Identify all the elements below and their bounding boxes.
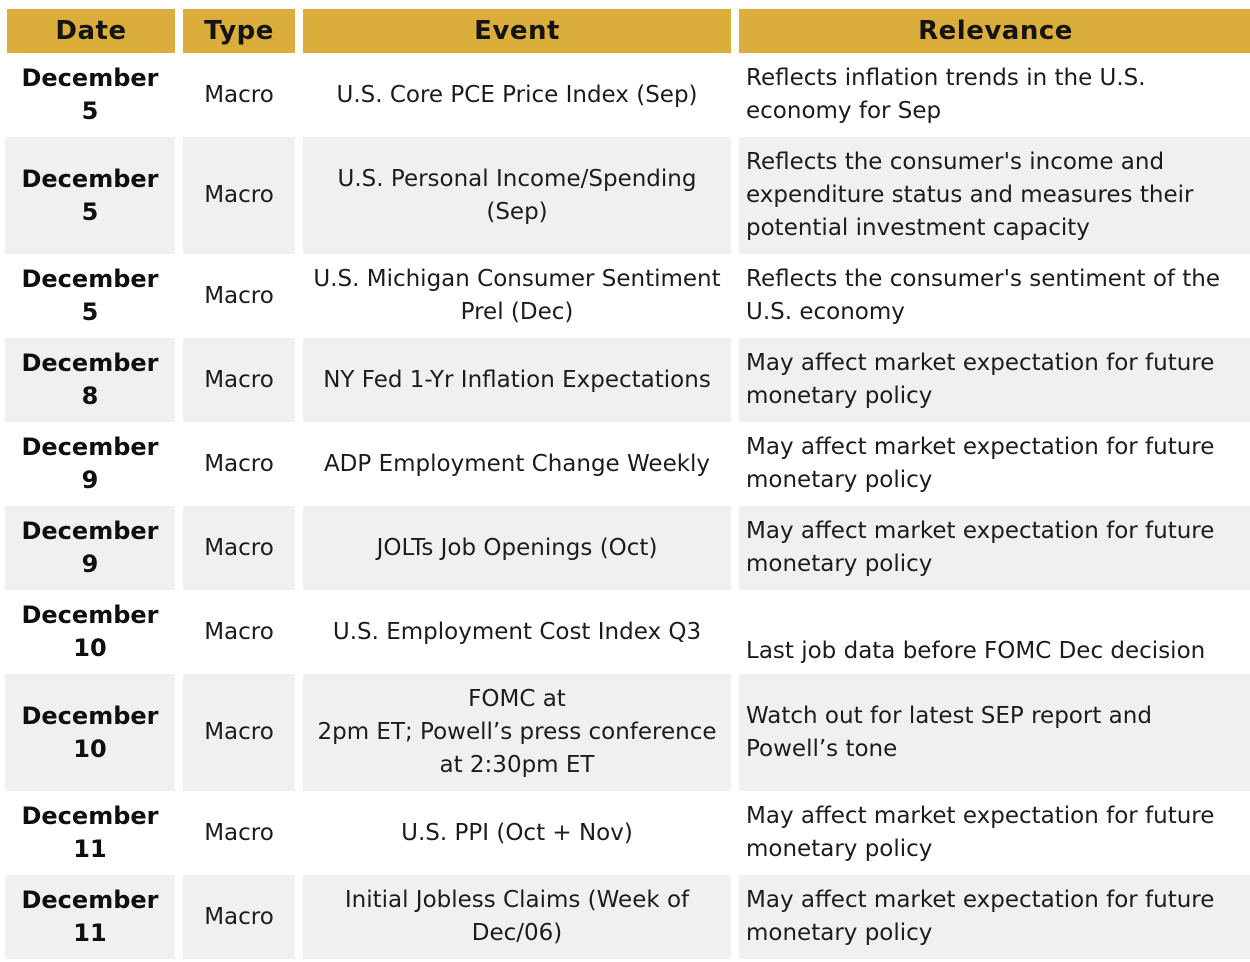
event-cell: NY Fed 1-Yr Inflation Expectations bbox=[299, 338, 739, 422]
table-row: December 10 Macro U.S. Employment Cost Ind… bbox=[5, 590, 1250, 674]
event-cell: FOMC at 2pm ET; Powell’s press conferenc… bbox=[299, 674, 739, 791]
event-cell: Initial Jobless Claims (Week of Dec/06) bbox=[299, 875, 739, 959]
column-header-relevance: Relevance bbox=[735, 9, 1250, 53]
table-row: December 5 Macro U.S. Core PCE Price Index… bbox=[5, 53, 1250, 137]
type-cell: Macro bbox=[179, 338, 303, 422]
column-header-date: Date bbox=[3, 9, 183, 53]
type-cell: Macro bbox=[179, 590, 303, 674]
table-row: December 9 Macro ADP Employment Change Wee… bbox=[5, 422, 1250, 506]
table-row: December 5 Macro U.S. Michigan Consumer Se… bbox=[5, 254, 1250, 338]
date-cell: December 11 bbox=[5, 875, 183, 959]
type-cell: Macro bbox=[179, 53, 303, 137]
date-cell: December 9 bbox=[5, 506, 183, 590]
date-cell: December 5 bbox=[5, 53, 183, 137]
type-cell: Macro bbox=[179, 254, 303, 338]
relevance-cell: Reflects the consumer's sentiment of the… bbox=[735, 254, 1250, 338]
type-cell: Macro bbox=[179, 422, 303, 506]
relevance-cell: Last job data before FOMC Dec decision bbox=[735, 590, 1250, 674]
type-cell: Macro bbox=[179, 506, 303, 590]
event-cell: U.S. Employment Cost Index Q3 bbox=[299, 590, 739, 674]
table-row: December 10 Macro FOMC at 2pm ET; Powell’s… bbox=[5, 674, 1250, 791]
table-header-row: Date Type Event Relevance bbox=[3, 9, 1250, 53]
relevance-cell: May affect market expectation for future… bbox=[735, 875, 1250, 959]
table-row: December 11 Macro U.S. PPI (Oct + Nov) May … bbox=[5, 791, 1250, 875]
event-cell: U.S. Personal Income/Spending (Sep) bbox=[299, 137, 739, 254]
date-cell: December 11 bbox=[5, 791, 183, 875]
date-cell: December 5 bbox=[5, 137, 183, 254]
type-cell: Macro bbox=[179, 875, 303, 959]
type-cell: Macro bbox=[179, 137, 303, 254]
event-cell: U.S. PPI (Oct + Nov) bbox=[299, 791, 739, 875]
relevance-cell: Watch out for latest SEP report and Powe… bbox=[735, 674, 1250, 791]
relevance-cell: May affect market expectation for future… bbox=[735, 506, 1250, 590]
date-cell: December 9 bbox=[5, 422, 183, 506]
column-header-event: Event bbox=[299, 9, 739, 53]
table-row: December 5 Macro U.S. Personal Income/Spen… bbox=[5, 137, 1250, 254]
event-cell: U.S. Michigan Consumer Sentiment Prel (D… bbox=[299, 254, 739, 338]
type-cell: Macro bbox=[179, 674, 303, 791]
event-cell: U.S. Core PCE Price Index (Sep) bbox=[299, 53, 739, 137]
date-cell: December 10 bbox=[5, 674, 183, 791]
relevance-cell: Reflects the consumer's income and expen… bbox=[735, 137, 1250, 254]
relevance-cell: Reflects inflation trends in the U.S. ec… bbox=[735, 53, 1250, 137]
table-row: December 8 Macro NY Fed 1-Yr Inflation Exp… bbox=[5, 338, 1250, 422]
type-cell: Macro bbox=[179, 791, 303, 875]
relevance-cell: May affect market expectation for future… bbox=[735, 338, 1250, 422]
relevance-cell: May affect market expectation for future… bbox=[735, 791, 1250, 875]
date-cell: December 5 bbox=[5, 254, 183, 338]
economic-calendar-table: Date Type Event Relevance December 5 Macr… bbox=[3, 9, 1250, 959]
date-cell: December 8 bbox=[5, 338, 183, 422]
date-cell: December 10 bbox=[5, 590, 183, 674]
table-row: December 11 Macro Initial Jobless Claims (… bbox=[5, 875, 1250, 959]
event-cell: JOLTs Job Openings (Oct) bbox=[299, 506, 739, 590]
event-cell: ADP Employment Change Weekly bbox=[299, 422, 739, 506]
table-row: December 9 Macro JOLTs Job Openings (Oct) M… bbox=[5, 506, 1250, 590]
relevance-cell: May affect market expectation for future… bbox=[735, 422, 1250, 506]
column-header-type: Type bbox=[179, 9, 303, 53]
